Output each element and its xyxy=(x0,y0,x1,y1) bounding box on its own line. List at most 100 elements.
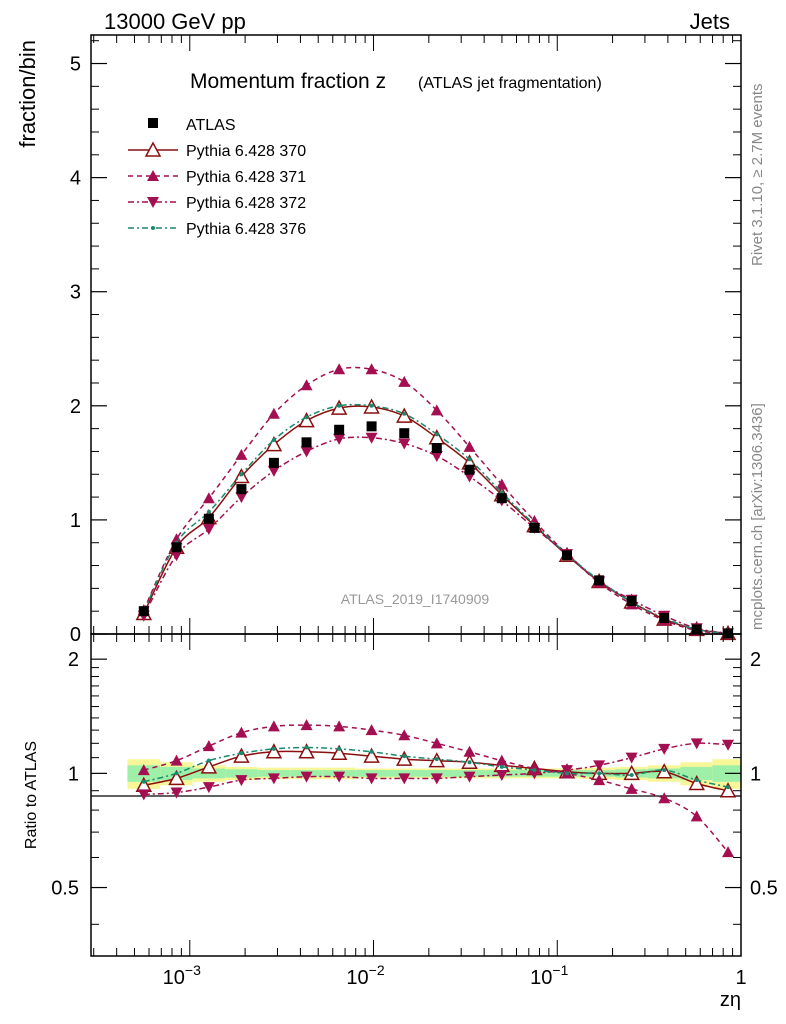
legend-item-371: Pythia 6.428 371 xyxy=(128,169,306,186)
ratio-point-pythia-6-428-370 xyxy=(363,747,380,763)
data-point-atlas xyxy=(138,606,149,617)
ratio-point-pythia-6-428-372 xyxy=(398,773,411,785)
ratio-point-pythia-6-428-371 xyxy=(463,745,476,757)
ratio-point-pythia-6-428-372 xyxy=(300,771,313,783)
bottom-y-tick-label-right: 2 xyxy=(750,649,761,671)
data-point-pythia-6-428-372 xyxy=(267,465,280,477)
legend-marker-atlas xyxy=(148,118,158,128)
data-point-atlas xyxy=(626,595,637,606)
ratio-point-pythia-6-428-376 xyxy=(304,745,309,750)
ratio-point-pythia-6-428-370 xyxy=(688,774,705,791)
x-tick-label: 10−3 xyxy=(163,962,201,989)
data-point-pythia-6-428-376 xyxy=(369,403,374,408)
ratio-point-pythia-6-428-372 xyxy=(722,739,735,751)
ratio-point-pythia-6-428-372 xyxy=(267,773,280,785)
ratio-point-pythia-6-428-370 xyxy=(298,743,315,759)
data-point-pythia-6-428-371 xyxy=(267,407,280,419)
ratio-point-pythia-6-428-370 xyxy=(719,782,737,798)
ratio-point-pythia-6-428-370 xyxy=(396,750,413,766)
ratio-point-pythia-6-428-371 xyxy=(593,774,606,786)
data-point-atlas xyxy=(301,437,312,448)
ratio-point-pythia-6-428-371 xyxy=(202,740,215,752)
header-right-label: Jets xyxy=(690,9,730,34)
data-point-pythia-6-428-371 xyxy=(463,440,476,452)
ratio-point-pythia-6-428-371 xyxy=(235,726,248,738)
data-point-pythia-6-428-371 xyxy=(365,363,378,375)
top-y-tick-label: 0 xyxy=(70,624,81,646)
bottom-y-tick-label-right: 0.5 xyxy=(750,878,778,900)
ratio-point-pythia-6-428-372 xyxy=(235,775,248,787)
ratio-point-pythia-6-428-376 xyxy=(206,758,211,763)
ratio-point-pythia-6-428-372 xyxy=(561,765,574,777)
legend-label-372: Pythia 6.428 372 xyxy=(186,195,306,212)
ratio-point-pythia-6-428-372 xyxy=(463,771,476,783)
top-y-ticks: 0 1 2 3 4 5 xyxy=(70,40,741,646)
ratio-point-pythia-6-428-376 xyxy=(726,785,731,790)
top-y-tick-label: 2 xyxy=(70,396,81,418)
data-point-pythia-6-428-371 xyxy=(170,533,183,545)
top-series-layer xyxy=(135,363,737,641)
legend-label-370: Pythia 6.428 370 xyxy=(186,143,306,160)
ratio-point-pythia-6-428-376 xyxy=(141,779,146,784)
ratio-point-pythia-6-428-370 xyxy=(265,743,283,759)
ratio-point-pythia-6-428-371 xyxy=(625,782,638,794)
legend-item-370: Pythia 6.428 370 xyxy=(128,141,306,160)
source-label: mcplots.cern.ch [arXiv:1306.3436] xyxy=(749,403,766,630)
ratio-point-pythia-6-428-372 xyxy=(170,787,183,799)
ratio-point-pythia-6-428-372 xyxy=(690,738,703,750)
analysis-label: ATLAS_2019_I1740909 xyxy=(341,591,490,607)
top-y-tick-label: 5 xyxy=(70,54,81,76)
data-point-atlas xyxy=(399,428,410,439)
top-y-tick-label: 4 xyxy=(70,168,81,190)
ratio-point-pythia-6-428-371 xyxy=(398,729,411,741)
ratio-point-pythia-6-428-376 xyxy=(629,773,634,778)
ratio-point-pythia-6-428-372 xyxy=(658,743,671,755)
data-point-atlas xyxy=(529,522,540,533)
ratio-point-pythia-6-428-376 xyxy=(174,771,179,776)
top-y-tick-label: 1 xyxy=(70,510,81,532)
data-point-pythia-6-428-372 xyxy=(398,438,411,450)
data-point-pythia-6-428-372 xyxy=(365,432,378,444)
ratio-point-pythia-6-428-372 xyxy=(625,752,638,764)
ratio-point-pythia-6-428-371 xyxy=(690,810,703,822)
data-point-pythia-6-428-376 xyxy=(337,403,342,408)
ratio-point-pythia-6-428-371 xyxy=(365,724,378,736)
data-point-atlas xyxy=(691,624,702,635)
data-point-atlas xyxy=(659,613,670,624)
ratio-point-pythia-6-428-376 xyxy=(694,778,699,783)
ratio-point-pythia-6-428-372 xyxy=(593,760,606,772)
legend: ATLAS Pythia 6.428 370 Pythia 6.428 371 … xyxy=(128,117,306,238)
data-point-atlas xyxy=(236,484,247,495)
legend-marker-370 xyxy=(144,141,162,157)
legend-item-atlas: ATLAS xyxy=(148,117,236,134)
data-point-pythia-6-428-371 xyxy=(202,492,215,504)
data-point-atlas xyxy=(268,457,279,468)
data-point-atlas xyxy=(594,575,605,586)
legend-label-376: Pythia 6.428 376 xyxy=(186,221,306,238)
ratio-point-pythia-6-428-372 xyxy=(333,771,346,783)
ratio-point-pythia-6-428-370 xyxy=(623,764,640,781)
bottom-y-axis-label: Ratio to ATLAS xyxy=(23,741,40,849)
x-axis-label: zη xyxy=(720,989,741,1011)
data-point-pythia-6-428-372 xyxy=(170,550,183,562)
ratio-point-pythia-6-428-371 xyxy=(170,754,183,766)
ratio-point-pythia-6-428-372 xyxy=(430,773,443,785)
ratio-point-pythia-6-428-371 xyxy=(430,737,443,749)
data-point-pythia-6-428-372 xyxy=(300,446,313,458)
legend-marker-371 xyxy=(147,170,159,181)
ratio-point-pythia-6-428-372 xyxy=(365,773,378,785)
ratio-point-pythia-6-428-376 xyxy=(532,768,537,773)
ratio-point-pythia-6-428-376 xyxy=(467,760,472,765)
ratio-point-pythia-6-428-376 xyxy=(662,768,667,773)
ratio-point-pythia-6-428-376 xyxy=(369,749,374,754)
x-tick-label: 1 xyxy=(735,967,746,989)
ratio-point-pythia-6-428-372 xyxy=(202,782,215,794)
ratio-point-pythia-6-428-376 xyxy=(239,751,244,756)
data-point-pythia-6-428-376 xyxy=(467,457,472,462)
data-point-pythia-6-428-376 xyxy=(434,432,439,437)
bottom-plot-frame xyxy=(90,633,742,957)
ratio-point-pythia-6-428-371 xyxy=(495,754,508,766)
data-point-pythia-6-428-372 xyxy=(202,524,215,536)
ratio-point-pythia-6-428-370 xyxy=(168,769,185,786)
